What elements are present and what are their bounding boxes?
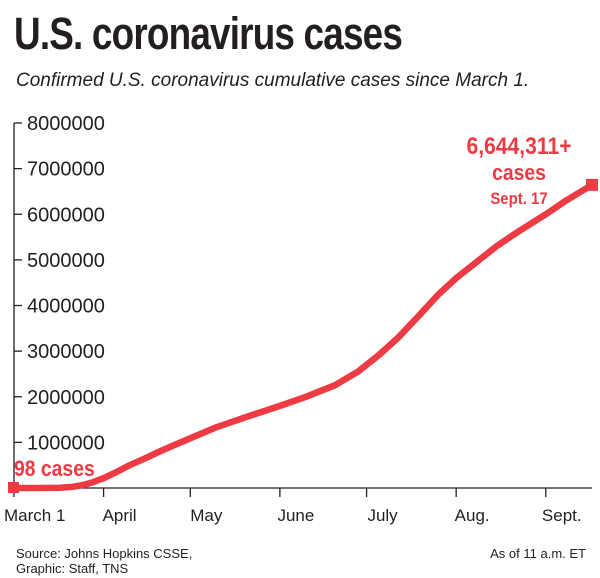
data-point-4 (81, 482, 86, 488)
data-point-5 (89, 480, 95, 485)
data-point-16 (303, 394, 309, 399)
data-point-26 (514, 230, 520, 235)
start-marker (8, 481, 19, 493)
data-point-14 (243, 415, 248, 420)
data-point-21 (416, 313, 421, 319)
data-point-10 (156, 449, 161, 455)
data-point-8 (127, 462, 132, 468)
data-point-9 (141, 456, 147, 461)
y-tick-label-6000000: 6000000 (27, 204, 105, 226)
data-point-6 (101, 475, 106, 481)
data-point-2 (58, 485, 63, 490)
data-point-12 (188, 436, 193, 441)
y-tick-label-5000000: 5000000 (27, 250, 105, 272)
data-point-17 (332, 383, 337, 388)
x-tick-label-3: June (277, 506, 314, 525)
y-axis-tick-labels: 1000000 2000000 3000000 4000000 5000000 60000… (27, 113, 105, 454)
data-point-15 (277, 403, 283, 409)
x-tick-label-2: May (190, 506, 223, 525)
x-tick-label-5: Aug. (455, 506, 490, 525)
end-annotation-date: Sept. 17 (490, 190, 547, 208)
y-tick-label-4000000: 4000000 (27, 296, 105, 318)
end-annotation-unit: cases (492, 161, 546, 185)
chart-axes (13, 122, 592, 497)
chart-subtitle: Confirmed U.S. coronavirus cumulative ca… (16, 70, 530, 91)
x-tick-label-4: July (367, 506, 398, 525)
start-annotation: 98 cases (14, 457, 95, 481)
data-point-28 (563, 198, 569, 203)
end-marker (586, 178, 598, 191)
annotation-layer: 98 cases 6,644,311+cases Sept. 17 (8, 133, 598, 493)
y-tick-label-7000000: 7000000 (27, 159, 105, 181)
data-point-27 (543, 212, 548, 217)
data-point-22 (436, 291, 442, 297)
data-point-20 (396, 335, 401, 340)
data-point-23 (453, 275, 459, 281)
data-point-7 (112, 470, 118, 475)
source-line-2: Graphic: Staff, TNS (16, 561, 129, 576)
as-of-note: As of 11 a.m. ET (490, 546, 586, 561)
y-tick-label-3000000: 3000000 (27, 341, 105, 363)
data-point-25 (494, 243, 499, 249)
data-point-18 (355, 369, 361, 374)
y-tick-label-8000000: 8000000 (27, 113, 105, 135)
data-point-24 (474, 259, 479, 265)
y-tick-label-2000000: 2000000 (27, 387, 105, 409)
source-credit: Source: Johns Hopkins CSSE, Graphic: Sta… (16, 546, 192, 576)
data-point-13 (214, 425, 219, 430)
source-line-1: Source: Johns Hopkins CSSE, (16, 546, 193, 561)
x-tick-label-0: March 1 (4, 506, 65, 525)
data-point-3 (69, 484, 75, 490)
data-point-11 (170, 443, 176, 448)
x-axis-tick-labels: March 1 April May June July Aug. Sept. (4, 506, 582, 525)
x-tick-label-1: April (103, 506, 137, 525)
x-tick-label-6: Sept. (542, 506, 582, 525)
end-annotation-count: 6,644,311+ (466, 133, 571, 160)
data-point-19 (375, 353, 381, 358)
y-tick-label-1000000: 1000000 (27, 432, 105, 454)
chart-title: U.S. coronavirus cases (14, 8, 403, 59)
data-point-1 (37, 485, 43, 491)
